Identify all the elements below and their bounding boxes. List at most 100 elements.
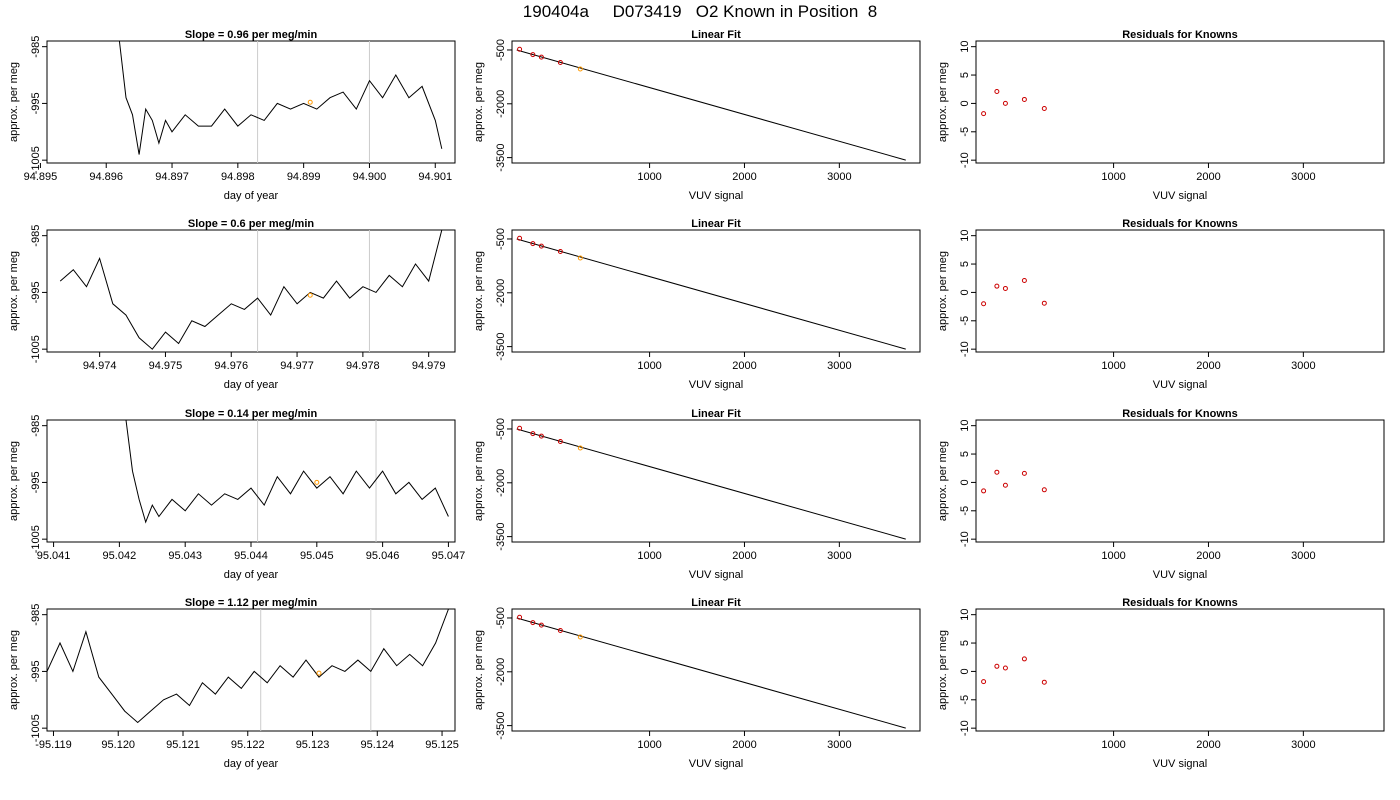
y-axis-label: approx. per meg: [937, 441, 949, 521]
fit-line: [516, 49, 906, 161]
linear-fit-panel: Linear Fit 1000 2000 3000 -500 -2000 -3500 VUV …: [473, 408, 921, 581]
plot-frame: [511, 608, 921, 732]
x-axis-label: day of year: [224, 758, 279, 770]
y-axis-label: approx. per meg: [8, 62, 20, 142]
x-axis-label: day of year: [224, 569, 279, 581]
y-tick-label: -3500: [495, 144, 507, 172]
plot-frame: [511, 40, 921, 164]
y-tick-label: -10: [959, 531, 971, 547]
residuals-panel: Residuals for Knowns 1000 2000 3000 -10 -5 0 5 1…: [937, 29, 1385, 202]
known-point: [557, 60, 563, 66]
x-tick-label: 95.047: [432, 550, 466, 562]
known-point: [530, 431, 536, 437]
x-tick-label: 1000: [637, 739, 661, 751]
y-tick-label: 0: [959, 100, 971, 106]
x-tick-label: 94.975: [149, 360, 183, 372]
x-tick-label: 94.974: [83, 360, 117, 372]
known-point: [530, 620, 536, 626]
plot-frame: [46, 419, 456, 543]
x-tick-label: 3000: [1291, 739, 1315, 751]
plot-area: [516, 614, 906, 729]
x-axis-label: VUV signal: [689, 569, 743, 581]
plot-area: [981, 656, 1047, 685]
x-axis-label: VUV signal: [1153, 190, 1207, 202]
y-tick-label: -1005: [30, 335, 42, 363]
panel-title: Slope = 0.6 per meg/min: [188, 218, 315, 230]
residual-point: [1041, 300, 1047, 306]
x-tick-label: 95.041: [37, 550, 71, 562]
y-tick-label: -995: [30, 660, 42, 682]
data-series-line: [118, 41, 443, 155]
unknown-point: [577, 634, 583, 640]
x-tick-label: 94.977: [280, 360, 314, 372]
plot-frame: [975, 40, 1385, 164]
residuals-panel: Residuals for Knowns 1000 2000 3000 -10 -5 0 5 1…: [937, 597, 1385, 770]
x-tick-label: 1000: [1101, 739, 1125, 751]
x-tick-label: 2000: [1196, 360, 1220, 372]
y-axis-label: approx. per meg: [473, 441, 485, 521]
linear-fit-panel: Linear Fit 1000 2000 3000 -500 -2000 -3500 VUV …: [473, 218, 921, 391]
time-series-panel: Slope = 0.6 per meg/min 94.974 94.975 94.97…: [8, 218, 456, 391]
plot-area: [516, 46, 906, 161]
x-tick-label: 95.123: [296, 739, 330, 751]
residual-point: [994, 469, 1000, 475]
y-tick-label: -2000: [495, 658, 507, 686]
x-tick-label: 94.896: [89, 171, 123, 183]
y-tick-label: 5: [959, 640, 971, 646]
plot-area: [125, 420, 449, 542]
known-point: [538, 622, 544, 628]
residual-point: [981, 679, 987, 685]
y-tick-label: -5: [959, 506, 971, 516]
x-tick-label: 94.978: [346, 360, 380, 372]
x-tick-label: 95.044: [234, 550, 268, 562]
plot-area: [981, 89, 1047, 117]
x-tick-label: 1000: [637, 360, 661, 372]
data-series-line: [59, 230, 443, 350]
x-tick-label: 3000: [827, 739, 851, 751]
residual-point: [994, 663, 1000, 669]
residual-point: [1041, 106, 1047, 112]
plot-frame: [511, 229, 921, 353]
residual-point: [981, 111, 987, 117]
panel-title: Linear Fit: [691, 218, 741, 230]
y-tick-label: 5: [959, 72, 971, 78]
y-tick-label: 0: [959, 289, 971, 295]
residuals-panel: Residuals for Knowns 1000 2000 3000 -10 -5 0 5 1…: [937, 218, 1385, 391]
known-point: [517, 235, 523, 241]
x-tick-label: 3000: [1291, 550, 1315, 562]
plot-frame: [975, 229, 1385, 353]
known-point: [530, 52, 536, 58]
known-point: [530, 241, 536, 247]
x-tick-label: 95.046: [366, 550, 400, 562]
time-series-panel: Slope = 0.14 per meg/min 95.041 95.042 95.0…: [8, 408, 465, 581]
fit-line: [516, 238, 906, 350]
panel-title: Residuals for Knowns: [1122, 597, 1238, 609]
highlight-point: [307, 99, 313, 105]
plot-frame: [975, 419, 1385, 543]
y-tick-label: -500: [495, 418, 507, 440]
x-tick-label: 95.122: [231, 739, 265, 751]
x-tick-label: 94.899: [287, 171, 321, 183]
x-tick-label: 95.125: [425, 739, 459, 751]
x-tick-label: 2000: [732, 360, 756, 372]
x-tick-label: 94.979: [412, 360, 446, 372]
residual-point: [994, 89, 1000, 95]
plot-area: [516, 235, 906, 350]
known-point: [538, 54, 544, 60]
x-tick-label: 94.895: [24, 171, 58, 183]
x-tick-label: 3000: [827, 550, 851, 562]
panel-title: Slope = 1.12 per meg/min: [185, 597, 318, 609]
x-tick-label: 2000: [732, 739, 756, 751]
y-tick-label: -2000: [495, 90, 507, 118]
plot-frame: [46, 229, 456, 353]
y-tick-label: -995: [30, 471, 42, 493]
y-axis-label: approx. per meg: [8, 251, 20, 331]
x-tick-label: 95.045: [300, 550, 334, 562]
y-axis-label: approx. per meg: [937, 251, 949, 331]
x-tick-label: 95.043: [168, 550, 202, 562]
y-tick-label: 10: [959, 230, 971, 242]
x-tick-label: 3000: [827, 171, 851, 183]
unknown-point: [577, 445, 583, 451]
panel-title: Linear Fit: [691, 597, 741, 609]
